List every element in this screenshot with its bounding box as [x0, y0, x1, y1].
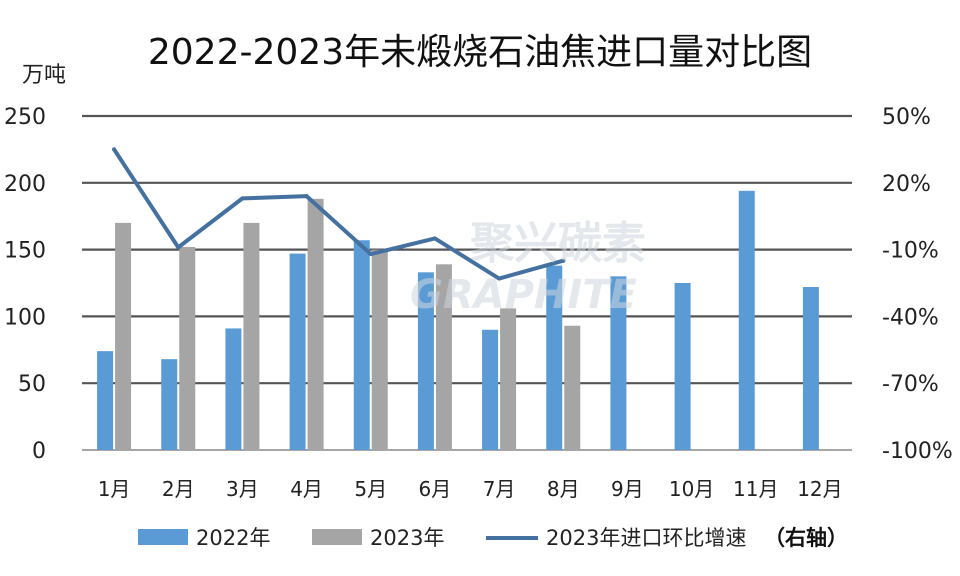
x-tick-label: 4月 [290, 477, 323, 501]
y-tick-label: 50 [18, 372, 46, 397]
legend-label-line: 2023年进口环比增速 [546, 526, 746, 550]
bar-2022 [225, 328, 242, 450]
watermark-cn: 聚兴碳素 [469, 218, 646, 269]
y-axis-unit: 万吨 [22, 63, 66, 88]
bar-2023 [179, 246, 196, 450]
growth-point [432, 236, 437, 241]
y-tick-label: 0 [32, 439, 46, 464]
bar-2022 [417, 272, 434, 450]
watermark-logo: 聚兴碳素 GRAPHITE [410, 218, 646, 318]
bar-2022 [482, 329, 499, 450]
legend-label-right-axis: （右轴） [764, 526, 848, 550]
x-tick-label: 5月 [354, 477, 387, 501]
bars [97, 190, 819, 451]
y-tick-label: 100 [4, 305, 46, 330]
x-tick-label: 2月 [162, 477, 195, 501]
x-tick-label: 9月 [611, 477, 644, 501]
bar-2022 [161, 359, 178, 450]
bar-2023 [371, 249, 388, 450]
growth-point [497, 276, 502, 281]
y2-tick-label: -40% [882, 305, 939, 330]
x-tick-label: 11月 [733, 477, 778, 501]
legend-swatch-2022 [138, 529, 188, 545]
x-tick-label: 3月 [226, 477, 259, 501]
growth-point [368, 252, 373, 257]
growth-line-path [112, 147, 566, 281]
growth-line [112, 147, 566, 281]
bar-2023 [500, 308, 517, 450]
bar-2023 [243, 222, 260, 450]
bar-2022 [97, 351, 114, 450]
bar-2023 [115, 222, 132, 450]
bar-2023 [564, 325, 581, 450]
gridlines [82, 114, 852, 451]
bar-2022 [738, 190, 755, 451]
chart-title: 2022-2023年未煅烧石油焦进口量对比图 [148, 32, 812, 73]
bar-2022 [802, 287, 819, 450]
y2-tick-label: -70% [882, 372, 939, 397]
y2-tick-label: -100% [882, 439, 953, 464]
growth-point [112, 147, 117, 152]
x-tick-label: 1月 [98, 477, 131, 501]
watermark-en: GRAPHITE [410, 272, 637, 318]
x-tick-label: 12月 [797, 477, 842, 501]
legend-label-2022: 2022年 [196, 526, 270, 550]
bar-2023 [307, 198, 324, 450]
y-tick-label: 150 [4, 239, 46, 264]
legend-label-2023: 2023年 [370, 526, 444, 550]
bar-2022 [289, 253, 306, 450]
growth-point [176, 245, 181, 250]
y-tick-label: 250 [4, 105, 46, 130]
y-axis-ticks: 0 50 100 150 200 250 [4, 105, 46, 464]
legend-swatch-2023 [312, 529, 362, 545]
y2-tick-label: -10% [882, 239, 939, 264]
x-tick-label: 10月 [669, 477, 714, 501]
bar-2022 [674, 283, 691, 450]
y2-axis-ticks: -100% -70% -40% -10% 20% 50% [882, 105, 953, 464]
y-tick-label: 200 [4, 172, 46, 197]
x-tick-label: 7月 [483, 477, 516, 501]
x-axis-ticks: 1月 2月 3月 4月 5月 6月 7月 8月 9月 10月 11月 12月 [98, 477, 843, 501]
legend: 2022年 2023年 2023年进口环比增速 （右轴） [138, 526, 848, 550]
growth-point [561, 258, 566, 263]
x-tick-label: 8月 [547, 477, 580, 501]
bar-2022 [546, 265, 563, 450]
x-tick-label: 6月 [419, 477, 452, 501]
bar-2023 [435, 264, 452, 450]
bar-2022 [353, 240, 370, 450]
growth-point [240, 196, 245, 201]
bar-2022 [610, 276, 627, 450]
y2-tick-label: 50% [882, 105, 931, 130]
y2-tick-label: 20% [882, 172, 931, 197]
growth-point [304, 194, 309, 199]
